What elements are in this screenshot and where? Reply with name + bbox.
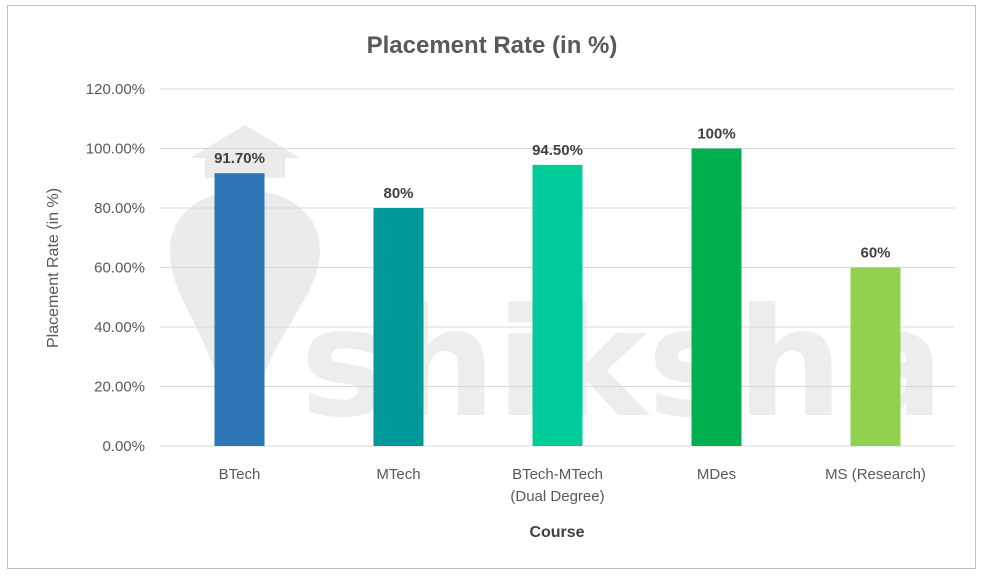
x-tick-label: BTech-MTech (512, 466, 603, 483)
y-axis-title: Placement Rate (in %) (45, 188, 62, 348)
x-axis-categories: BTech MTech BTech-MTech (Dual Degree) MDes MS… (219, 466, 926, 505)
y-tick-label: 40.00% (94, 319, 145, 336)
x-tick-label: BTech (219, 466, 261, 483)
bars (214, 148, 901, 447)
y-tick-label: 60.00% (94, 260, 145, 277)
chart-title: Placement Rate (in %) (367, 32, 618, 59)
bar (532, 164, 583, 447)
x-tick-label: MDes (697, 466, 736, 483)
bar (691, 148, 742, 446)
data-label: 91.70% (214, 150, 265, 167)
data-label: 80% (383, 185, 413, 202)
x-tick-label: MTech (376, 466, 420, 483)
y-tick-label: 0.00% (102, 438, 145, 455)
data-label: 60% (860, 245, 890, 262)
x-tick-label: (Dual Degree) (510, 488, 604, 505)
y-tick-label: 80.00% (94, 200, 145, 217)
bar (373, 208, 424, 446)
data-labels: 91.70% 80% 94.50% 100% 60% (214, 126, 890, 262)
x-axis-title: Course (529, 524, 584, 541)
x-tick-label: MS (Research) (825, 466, 926, 483)
y-tick-label: 120.00% (86, 81, 145, 98)
y-tick-label: 100.00% (86, 141, 145, 158)
data-label: 94.50% (532, 142, 583, 159)
y-axis-ticks: 0.00% 20.00% 40.00% 60.00% 80.00% 100.00% 120.… (86, 81, 145, 455)
y-tick-label: 20.00% (94, 379, 145, 396)
data-label: 100% (697, 126, 735, 143)
chart-frame (7, 5, 976, 569)
bar (850, 267, 901, 446)
bar (214, 173, 265, 446)
